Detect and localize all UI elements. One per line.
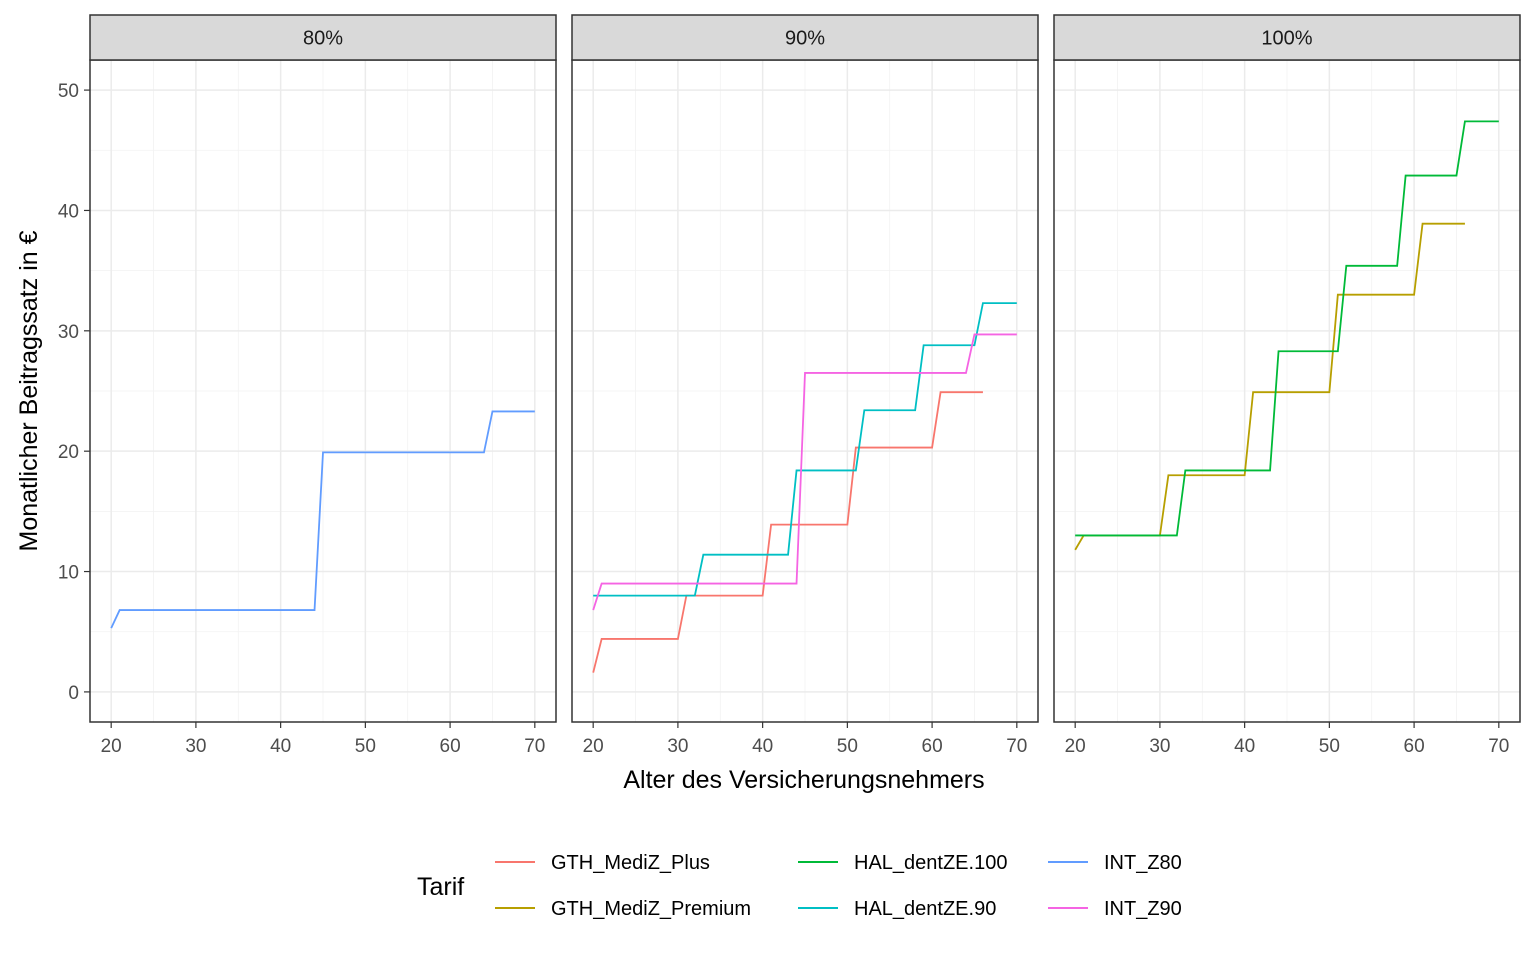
x-tick-label: 70 [1006, 736, 1027, 757]
facet-strip-label: 80% [303, 28, 343, 50]
y-tick-label: 40 [58, 201, 79, 222]
facet-strip [1053, 14, 1521, 61]
facet-panel-3: 100% 20 30 40 50 60 70 [1053, 14, 1521, 757]
facet-strip [89, 14, 557, 61]
legend-label: HAL_dentZE.100 [854, 852, 1007, 874]
x-tick-label: 20 [583, 736, 604, 757]
legend-item-INT_Z90: INT_Z90 [1048, 898, 1182, 920]
facet-panel-2: 90% 20 30 40 50 60 70 [571, 14, 1039, 757]
facet-strip-label: 90% [785, 28, 825, 50]
legend-item-HAL_dentZE.100: HAL_dentZE.100 [798, 852, 1007, 874]
legend: Tarif GTH_MediZ_Plus GTH_MediZ_Premium HAL_… [417, 852, 1182, 920]
series-line-INT_Z90 [592, 333, 1017, 611]
legend-title: Tarif [417, 873, 464, 901]
x-axis-title: Alter des Versicherungsnehmers [623, 766, 984, 794]
x-tick-label: 70 [1488, 736, 1509, 757]
legend-label: INT_Z80 [1104, 852, 1182, 874]
y-tick-label: 0 [68, 683, 79, 704]
y-axis-title: Monatlicher Beitragssatz in € [15, 230, 43, 551]
legend-label: INT_Z90 [1104, 898, 1182, 920]
legend-item-GTH_MediZ_Premium: GTH_MediZ_Premium [495, 898, 751, 920]
y-axis: 0 10 20 30 40 50 [58, 81, 90, 704]
x-tick-label: 40 [270, 736, 291, 757]
x-tick-label: 40 [1234, 736, 1255, 757]
x-tick-label: 50 [355, 736, 376, 757]
legend-label: GTH_MediZ_Premium [551, 898, 751, 920]
series-line-HAL_dentZE.90 [593, 302, 1017, 597]
x-tick-label: 30 [667, 736, 688, 757]
legend-label: GTH_MediZ_Plus [551, 852, 710, 874]
y-tick-label: 30 [58, 322, 79, 343]
x-tick-label: 60 [440, 736, 461, 757]
panels-layer: 80% 20 30 40 50 60 70 90% 20 30 40 50 60 70 100% 20 30 40… [89, 14, 1521, 757]
x-tick-label: 70 [524, 736, 545, 757]
y-tick-label: 10 [58, 563, 79, 584]
facet-strip [571, 14, 1039, 61]
x-tick-label: 30 [185, 736, 206, 757]
x-tick-label: 60 [922, 736, 943, 757]
x-tick-label: 50 [837, 736, 858, 757]
x-tick-label: 60 [1404, 736, 1425, 757]
facet-strip-label: 100% [1261, 28, 1312, 50]
x-tick-label: 20 [1065, 736, 1086, 757]
series-line-HAL_dentZE.100 [1075, 120, 1499, 537]
x-tick-label: 50 [1319, 736, 1340, 757]
series-line-INT_Z80 [110, 410, 535, 629]
x-tick-label: 40 [752, 736, 773, 757]
x-tick-label: 20 [101, 736, 122, 757]
series-line-GTH_MediZ_Plus [592, 391, 983, 673]
legend-item-GTH_MediZ_Plus: GTH_MediZ_Plus [495, 852, 710, 874]
facet-panel-1: 80% 20 30 40 50 60 70 [89, 14, 557, 757]
legend-item-INT_Z80: INT_Z80 [1048, 852, 1182, 874]
x-tick-label: 30 [1149, 736, 1170, 757]
legend-label: HAL_dentZE.90 [854, 898, 996, 920]
y-tick-label: 50 [58, 81, 79, 102]
y-tick-label: 20 [58, 442, 79, 463]
legend-item-HAL_dentZE.90: HAL_dentZE.90 [798, 898, 996, 920]
